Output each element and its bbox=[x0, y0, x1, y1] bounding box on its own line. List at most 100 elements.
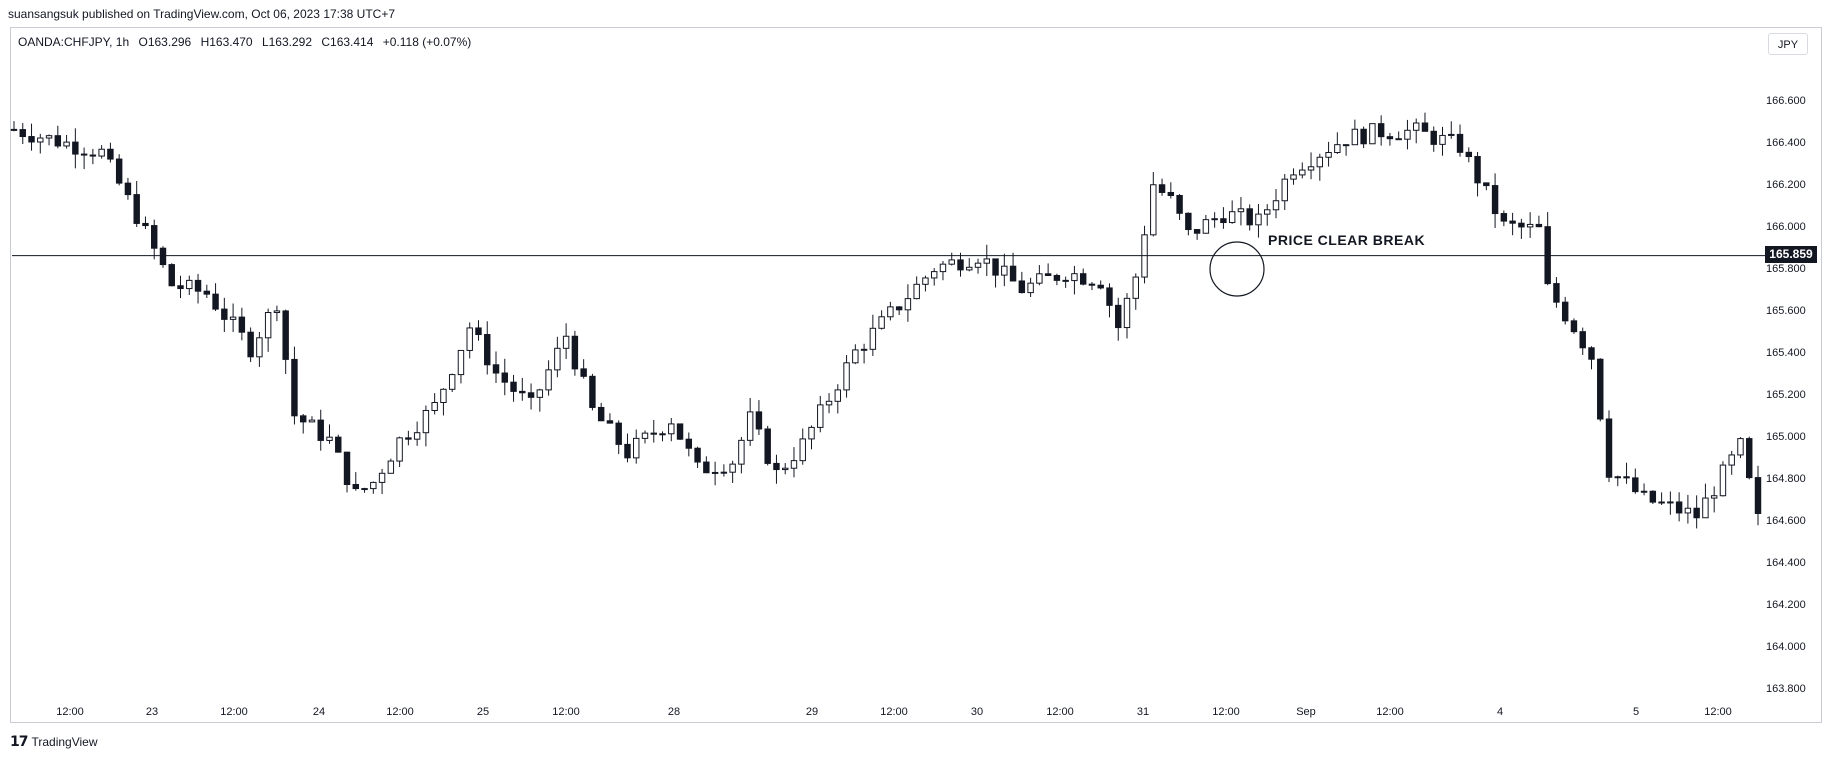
candle-bullish[interactable] bbox=[1325, 152, 1332, 158]
candle-bearish[interactable] bbox=[1746, 438, 1753, 479]
candle-bullish[interactable] bbox=[904, 298, 912, 311]
candle-bearish[interactable] bbox=[1579, 331, 1586, 349]
candle-bullish[interactable] bbox=[1211, 218, 1218, 221]
candle-bearish[interactable] bbox=[484, 334, 491, 366]
candle-bearish[interactable] bbox=[1535, 223, 1543, 228]
candle-bearish[interactable] bbox=[28, 136, 35, 143]
candle-bullish[interactable] bbox=[966, 266, 973, 271]
candle-bullish[interactable] bbox=[860, 348, 868, 351]
candle-bullish[interactable] bbox=[939, 263, 947, 273]
candle-bearish[interactable] bbox=[1246, 208, 1253, 226]
candle-bearish[interactable] bbox=[1649, 490, 1657, 503]
candle-bullish[interactable] bbox=[887, 306, 894, 318]
candle-bearish[interactable] bbox=[221, 308, 228, 320]
candle-bearish[interactable] bbox=[676, 423, 684, 440]
candle-bearish[interactable] bbox=[335, 436, 342, 453]
candle-bearish[interactable] bbox=[1421, 122, 1429, 132]
candle-bearish[interactable] bbox=[1570, 320, 1578, 333]
candle-bullish[interactable] bbox=[1237, 208, 1245, 213]
candle-bearish[interactable] bbox=[597, 406, 605, 422]
candle-bearish[interactable] bbox=[247, 331, 254, 358]
candle-bearish[interactable] bbox=[1088, 283, 1096, 286]
candle-bearish[interactable] bbox=[1079, 273, 1087, 285]
candle-bullish[interactable] bbox=[746, 411, 754, 441]
candle-bearish[interactable] bbox=[238, 316, 246, 333]
candle-bullish[interactable] bbox=[1316, 156, 1324, 168]
currency-button[interactable]: JPY bbox=[1768, 33, 1808, 55]
candle-bullish[interactable] bbox=[378, 472, 386, 483]
candle-bullish[interactable] bbox=[1299, 169, 1306, 176]
candle-bullish[interactable] bbox=[554, 347, 561, 371]
candle-bearish[interactable] bbox=[1632, 477, 1639, 493]
candle-bullish[interactable] bbox=[948, 259, 955, 265]
footer-brand[interactable]: TradingView bbox=[31, 735, 98, 749]
candle-bullish[interactable] bbox=[264, 312, 272, 339]
candle-bullish[interactable] bbox=[930, 271, 938, 279]
candle-bearish[interactable] bbox=[1220, 218, 1227, 224]
candle-bearish[interactable] bbox=[142, 222, 149, 227]
candle-bullish[interactable] bbox=[1290, 174, 1297, 180]
candle-bearish[interactable] bbox=[1474, 156, 1481, 184]
candle-bearish[interactable] bbox=[1754, 477, 1762, 514]
candle-bullish[interactable] bbox=[1614, 476, 1621, 479]
candle-bullish[interactable] bbox=[1702, 497, 1709, 519]
candle-bearish[interactable] bbox=[1588, 347, 1595, 360]
candle-bearish[interactable] bbox=[352, 484, 360, 490]
candle-bullish[interactable] bbox=[536, 389, 544, 398]
candle-bearish[interactable] bbox=[1483, 182, 1490, 187]
candle-bullish[interactable] bbox=[1351, 128, 1359, 146]
price-break-annotation[interactable]: PRICE CLEAR BREAK bbox=[1268, 232, 1426, 248]
candle-bearish[interactable] bbox=[1500, 213, 1508, 222]
candle-bullish[interactable] bbox=[983, 258, 991, 264]
candle-bearish[interactable] bbox=[1176, 195, 1183, 214]
candle-bullish[interactable] bbox=[273, 310, 281, 314]
candle-bullish[interactable] bbox=[1369, 123, 1376, 145]
candle-bullish[interactable] bbox=[1404, 129, 1411, 140]
candle-bullish[interactable] bbox=[738, 439, 745, 465]
candle-bullish[interactable] bbox=[817, 404, 824, 428]
candle-bullish[interactable] bbox=[1071, 273, 1078, 282]
candle-bearish[interactable] bbox=[80, 153, 88, 156]
candle-bullish[interactable] bbox=[1132, 276, 1139, 299]
candle-bullish[interactable] bbox=[922, 277, 929, 285]
candle-bearish[interactable] bbox=[694, 447, 701, 463]
candle-bullish[interactable] bbox=[1001, 265, 1008, 276]
candle-bullish[interactable] bbox=[1202, 219, 1210, 234]
candle-bullish[interactable] bbox=[668, 423, 675, 435]
candle-bullish[interactable] bbox=[1307, 166, 1315, 171]
candle-bullish[interactable] bbox=[1526, 223, 1534, 228]
candle-bearish[interactable] bbox=[405, 437, 412, 440]
candle-bearish[interactable] bbox=[703, 461, 710, 474]
candle-bearish[interactable] bbox=[1158, 184, 1166, 193]
candle-bullish[interactable] bbox=[1737, 438, 1744, 456]
candle-bullish[interactable] bbox=[781, 467, 789, 471]
candle-bearish[interactable] bbox=[606, 420, 614, 424]
candle-bearish[interactable] bbox=[475, 327, 482, 336]
candle-bearish[interactable] bbox=[1342, 144, 1350, 147]
candle-bullish[interactable] bbox=[843, 362, 850, 391]
candle-bearish[interactable] bbox=[72, 141, 79, 155]
candle-bearish[interactable] bbox=[764, 428, 771, 464]
candle-bullish[interactable] bbox=[790, 460, 798, 469]
candle-bearish[interactable] bbox=[168, 264, 175, 287]
candle-bearish[interactable] bbox=[1115, 304, 1122, 329]
candle-bearish[interactable] bbox=[159, 247, 167, 266]
candle-bearish[interactable] bbox=[527, 392, 535, 398]
candle-bearish[interactable] bbox=[1430, 130, 1437, 145]
candle-bearish[interactable] bbox=[571, 335, 579, 370]
candle-bearish[interactable] bbox=[1044, 273, 1052, 276]
candle-bearish[interactable] bbox=[615, 422, 622, 445]
candle-bearish[interactable] bbox=[1009, 265, 1017, 282]
candle-bearish[interactable] bbox=[212, 293, 219, 310]
candle-bullish[interactable] bbox=[545, 369, 552, 391]
candle-bearish[interactable] bbox=[773, 462, 780, 471]
candle-bearish[interactable] bbox=[1553, 283, 1560, 303]
candle-bearish[interactable] bbox=[343, 451, 351, 486]
tradingview-logo-icon[interactable]: 17 bbox=[10, 734, 29, 750]
candle-bullish[interactable] bbox=[562, 335, 570, 349]
candle-bearish[interactable] bbox=[519, 390, 526, 394]
candle-bullish[interactable] bbox=[1684, 507, 1692, 514]
candle-bullish[interactable] bbox=[1448, 133, 1455, 136]
candle-bearish[interactable] bbox=[133, 194, 140, 224]
candle-bullish[interactable] bbox=[720, 471, 728, 474]
